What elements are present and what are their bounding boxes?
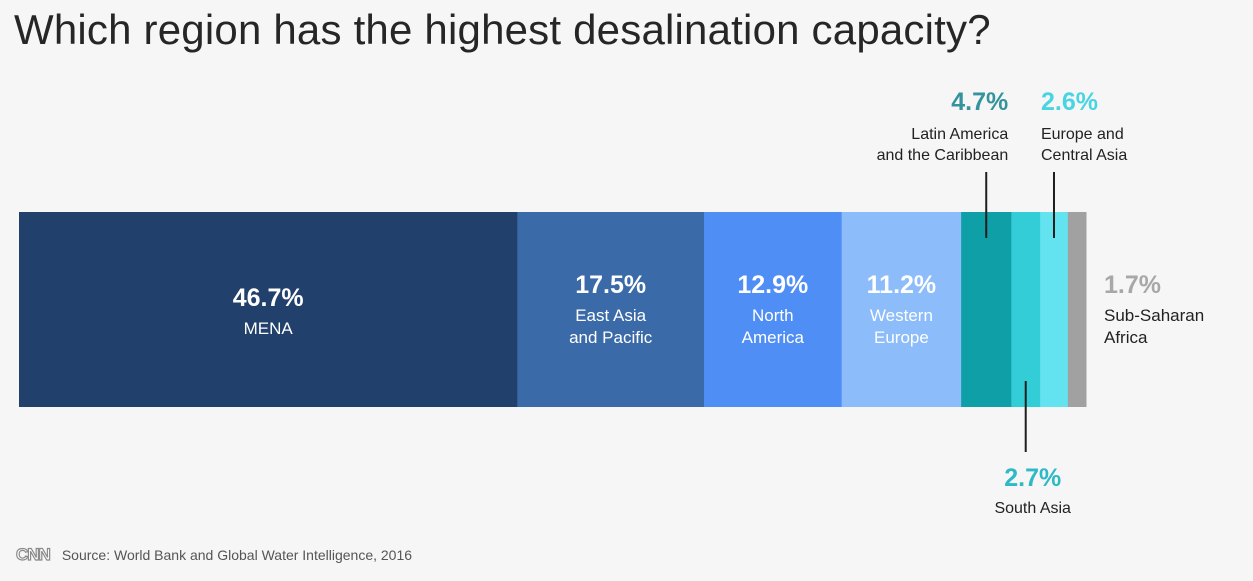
- category-label-6-1: Central Asia: [1041, 147, 1127, 164]
- bar-segment-6: [1040, 212, 1069, 407]
- footer: CNN Source: World Bank and Global Water …: [15, 544, 413, 565]
- value-label-2: 12.9%: [737, 271, 808, 299]
- category-label-2-0: North: [752, 306, 794, 325]
- value-label-0: 46.7%: [233, 284, 304, 312]
- value-label-5: 2.7%: [1004, 464, 1061, 492]
- category-label-3-1: Europe: [874, 328, 929, 347]
- value-label-1: 17.5%: [575, 271, 646, 299]
- category-label-2-1: America: [742, 328, 805, 347]
- cnn-logo: CNN: [15, 544, 51, 564]
- bar-segment-7: [1067, 212, 1087, 407]
- value-label-4: 4.7%: [951, 88, 1008, 116]
- bar-segment-4: [961, 212, 1012, 407]
- bar-segment-0: [19, 212, 518, 407]
- category-label-4-1: and the Caribbean: [877, 147, 1009, 164]
- category-label-3-0: Western: [870, 306, 933, 325]
- category-label-1-0: East Asia: [575, 306, 646, 325]
- category-label-0-0: MENA: [244, 319, 294, 338]
- bar-segment-1: [517, 212, 705, 407]
- category-label-1-1: and Pacific: [569, 328, 653, 347]
- category-label-5-0: South Asia: [994, 500, 1071, 517]
- bar-segment-5: [1011, 212, 1041, 407]
- category-label-7-0: Sub-Saharan: [1104, 306, 1204, 325]
- value-label-6: 2.6%: [1041, 88, 1098, 116]
- category-label-6-0: Europe and: [1041, 126, 1124, 143]
- bar-segment-2: [704, 212, 843, 407]
- category-label-7-1: Africa: [1104, 328, 1148, 347]
- value-label-7: 1.7%: [1104, 271, 1161, 299]
- source-note: Source: World Bank and Global Water Inte…: [61, 547, 413, 563]
- bar-segment-3: [841, 212, 962, 407]
- chart-title: Which region has the highest desalinatio…: [14, 6, 991, 53]
- category-label-4-0: Latin America: [911, 126, 1008, 143]
- value-label-3: 11.2%: [867, 271, 937, 299]
